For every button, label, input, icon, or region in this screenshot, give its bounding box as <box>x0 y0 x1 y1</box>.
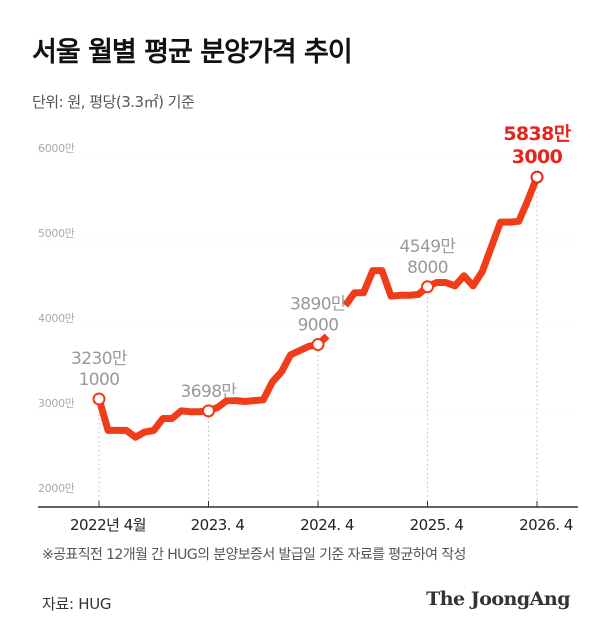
x-tick-label: 2023. 4 <box>191 516 245 534</box>
guide-layer <box>98 183 538 501</box>
data-label: 4549만 <box>400 237 457 257</box>
data-label: 5838만 <box>503 123 571 145</box>
y-tick-label: 2000만 <box>38 482 75 495</box>
data-label: 3000 <box>512 146 563 168</box>
y-tick-label: 4000만 <box>38 312 75 325</box>
source-credit: 자료: HUG <box>42 595 112 613</box>
footnote: ※공표직전 12개월 간 HUG의 분양보증서 발급일 기준 자료를 평균하여 … <box>42 547 466 563</box>
brand-logo: The JoongAng <box>426 588 570 610</box>
data-point-marker <box>92 392 106 406</box>
data-point-marker <box>421 280 434 294</box>
axis-layer: 2022년 4월 2023. 4 2024. 4 2025. 4 2026. 4 <box>38 501 578 534</box>
data-label: 9000 <box>298 316 339 336</box>
y-tick-label: 6000만 <box>38 142 75 155</box>
x-tick-label: 2024. 4 <box>300 516 354 534</box>
data-label: 3698만 <box>181 382 238 402</box>
data-label: 3890만 <box>290 295 347 315</box>
data-label: 8000 <box>407 258 448 278</box>
chart-title: 서울 월별 평균 분양가격 추이 <box>32 37 353 68</box>
grid-layer: 2000만 3000만 4000만 5000만 6000만 <box>38 142 575 495</box>
data-label: 3230만 <box>71 349 128 369</box>
data-point-marker <box>202 404 215 418</box>
unit-note: 단위: 원, 평당(3.3㎡) 기준 <box>32 93 195 111</box>
x-tick-label: 2025. 4 <box>410 516 464 534</box>
y-tick-label: 3000만 <box>38 397 75 410</box>
data-label: 1000 <box>79 370 120 390</box>
y-tick-label: 5000만 <box>38 227 75 240</box>
x-tick-label: 2026. 4 <box>519 516 573 534</box>
series-line <box>342 175 541 308</box>
data-point-marker <box>311 338 325 352</box>
data-point-marker <box>530 170 544 184</box>
x-tick-label: 2022년 4월 <box>70 516 146 534</box>
